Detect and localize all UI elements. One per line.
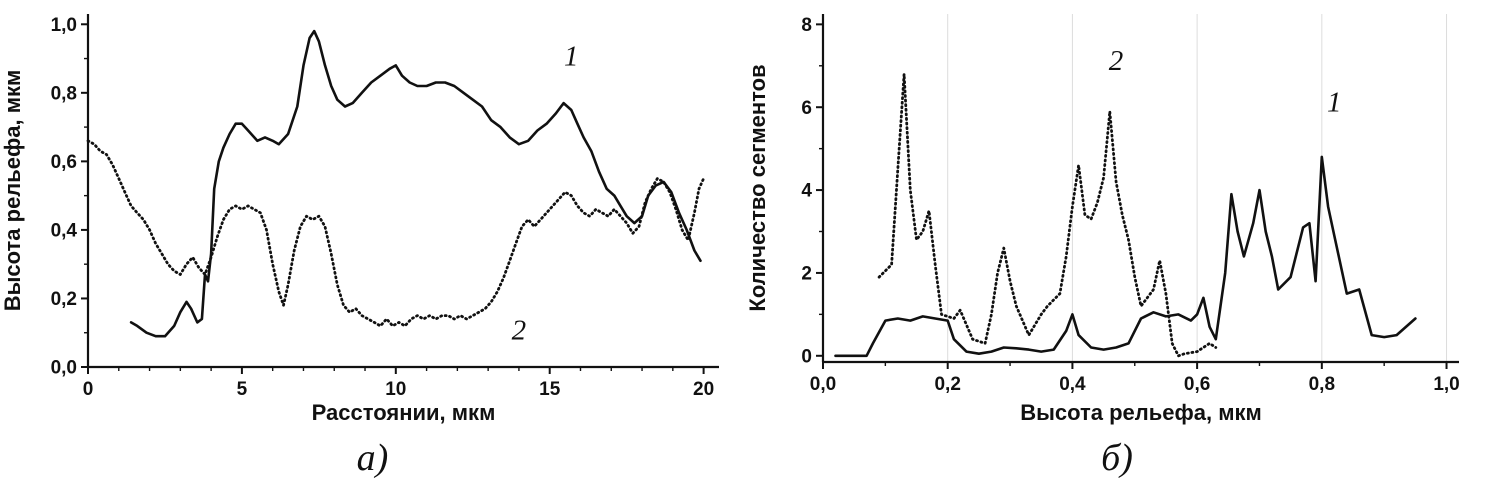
x-tick-label: 10 xyxy=(385,379,406,400)
panel-b: 0,0 0,2 0,4 0,6 0,8 1,0 0 2 4 6 8 2 1 Высота рельефа,… xyxy=(745,0,1489,480)
x-axis-title: Высота рельефа, мкм xyxy=(1020,400,1262,425)
x-tick-label: 5 xyxy=(237,379,248,400)
x-tick-label: 15 xyxy=(539,379,561,400)
x-tick-label: 0,0 xyxy=(810,374,836,395)
y-tick-label: 2 xyxy=(801,264,812,285)
series-2-path xyxy=(86,139,705,328)
caption-b: б) xyxy=(1101,437,1133,479)
y-axis-title: Количество сегментов xyxy=(745,64,770,311)
panel-a: 0 5 10 15 20 0,0 0,2 0,4 0,6 0,8 1,0 1 2 Расстоянии, … xyxy=(0,0,745,480)
y-tick-label: 0,8 xyxy=(51,83,77,104)
curve-label-1: 1 xyxy=(564,40,579,72)
curve-label-2: 2 xyxy=(512,315,527,347)
series-2-path xyxy=(877,72,1218,358)
series-1-path xyxy=(834,155,1417,358)
y-axis-title: Высота рельефа, мкм xyxy=(0,70,25,312)
curve-label-2: 2 xyxy=(1109,45,1124,77)
y-tick-label: 0 xyxy=(801,346,812,367)
x-tick-label: 0 xyxy=(83,379,94,400)
series-1-path xyxy=(129,29,702,338)
x-tick-label: 20 xyxy=(693,379,714,400)
y-tick-label: 0,4 xyxy=(51,221,78,242)
chart-b: 0,0 0,2 0,4 0,6 0,8 1,0 0 2 4 6 8 2 1 Высота рельефа,… xyxy=(745,14,1460,425)
x-tick-label: 0,6 xyxy=(1184,374,1210,395)
x-tick-label: 1,0 xyxy=(1433,374,1459,395)
x-tick-label: 0,2 xyxy=(934,374,960,395)
caption-a: а) xyxy=(356,437,389,479)
chart-a: 0 5 10 15 20 0,0 0,2 0,4 0,6 0,8 1,0 1 2 Расстоянии, … xyxy=(0,14,719,425)
y-tick-label: 8 xyxy=(801,15,812,36)
curve-label-1: 1 xyxy=(1327,86,1342,118)
y-tick-label: 1,0 xyxy=(51,15,77,36)
x-tick-label: 0,4 xyxy=(1059,374,1086,395)
y-tick-label: 0,0 xyxy=(51,358,77,379)
y-tick-label: 4 xyxy=(801,181,812,202)
x-tick-label: 0,8 xyxy=(1309,374,1335,395)
x-axis-title: Расстоянии, мкм xyxy=(312,400,496,425)
y-tick-label: 0,6 xyxy=(51,152,77,173)
y-tick-label: 6 xyxy=(801,98,812,119)
y-tick-label: 0,2 xyxy=(51,289,77,310)
